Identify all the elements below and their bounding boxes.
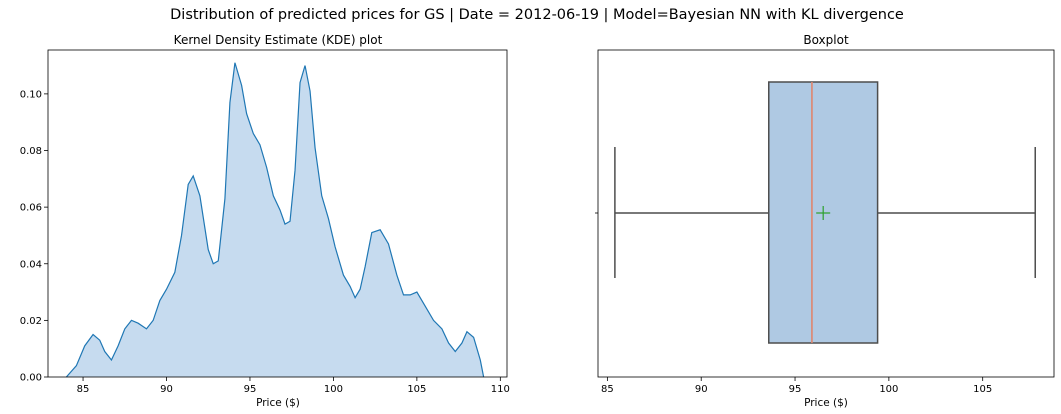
kde-x-tick-label: 100 xyxy=(324,384,343,395)
kde-y-tick-label: 0.06 xyxy=(20,203,42,214)
box-x-tick-label: 90 xyxy=(695,384,708,395)
box-x-axis-label: Price ($) xyxy=(804,397,848,409)
kde-axes-frame xyxy=(47,49,508,378)
kde-line xyxy=(65,62,485,378)
box-plot: Boxplot 85 90 95 100 105 Price ($) xyxy=(595,33,1055,409)
box-x-tick-label: 100 xyxy=(879,384,898,395)
kde-x-tick-label: 90 xyxy=(160,384,173,395)
kde-title: Kernel Density Estimate (KDE) plot xyxy=(174,33,383,47)
kde-y-tick-label: 0.10 xyxy=(20,89,42,100)
box-x-ticks: 85 90 95 100 105 xyxy=(601,377,992,395)
kde-x-ticks: 85 90 95 100 105 110 xyxy=(77,377,510,395)
kde-x-tick-label: 110 xyxy=(491,384,510,395)
kde-plot: Kernel Density Estimate (KDE) plot 85 90 9… xyxy=(20,33,510,409)
box-axes-frame xyxy=(597,49,1055,378)
kde-y-tick-label: 0.04 xyxy=(20,259,42,270)
kde-y-tick-label: 0.00 xyxy=(20,373,42,384)
kde-x-tick-label: 105 xyxy=(407,384,426,395)
box-title: Boxplot xyxy=(803,33,849,47)
kde-y-tick-label: 0.08 xyxy=(20,146,42,157)
box-marks xyxy=(614,81,1036,344)
kde-y-tick-label: 0.02 xyxy=(20,316,42,327)
kde-x-axis-label: Price ($) xyxy=(256,397,300,409)
figure-title: Distribution of predicted prices for GS … xyxy=(170,7,904,23)
box-x-tick-label: 105 xyxy=(973,384,992,395)
kde-y-ticks: 0.00 0.02 0.04 0.06 0.08 0.10 xyxy=(20,89,48,384)
kde-x-tick-label: 95 xyxy=(244,384,257,395)
box-x-tick-label: 85 xyxy=(601,384,614,395)
kde-x-tick-label: 85 xyxy=(77,384,90,395)
kde-area xyxy=(66,62,484,378)
box-x-tick-label: 95 xyxy=(789,384,802,395)
